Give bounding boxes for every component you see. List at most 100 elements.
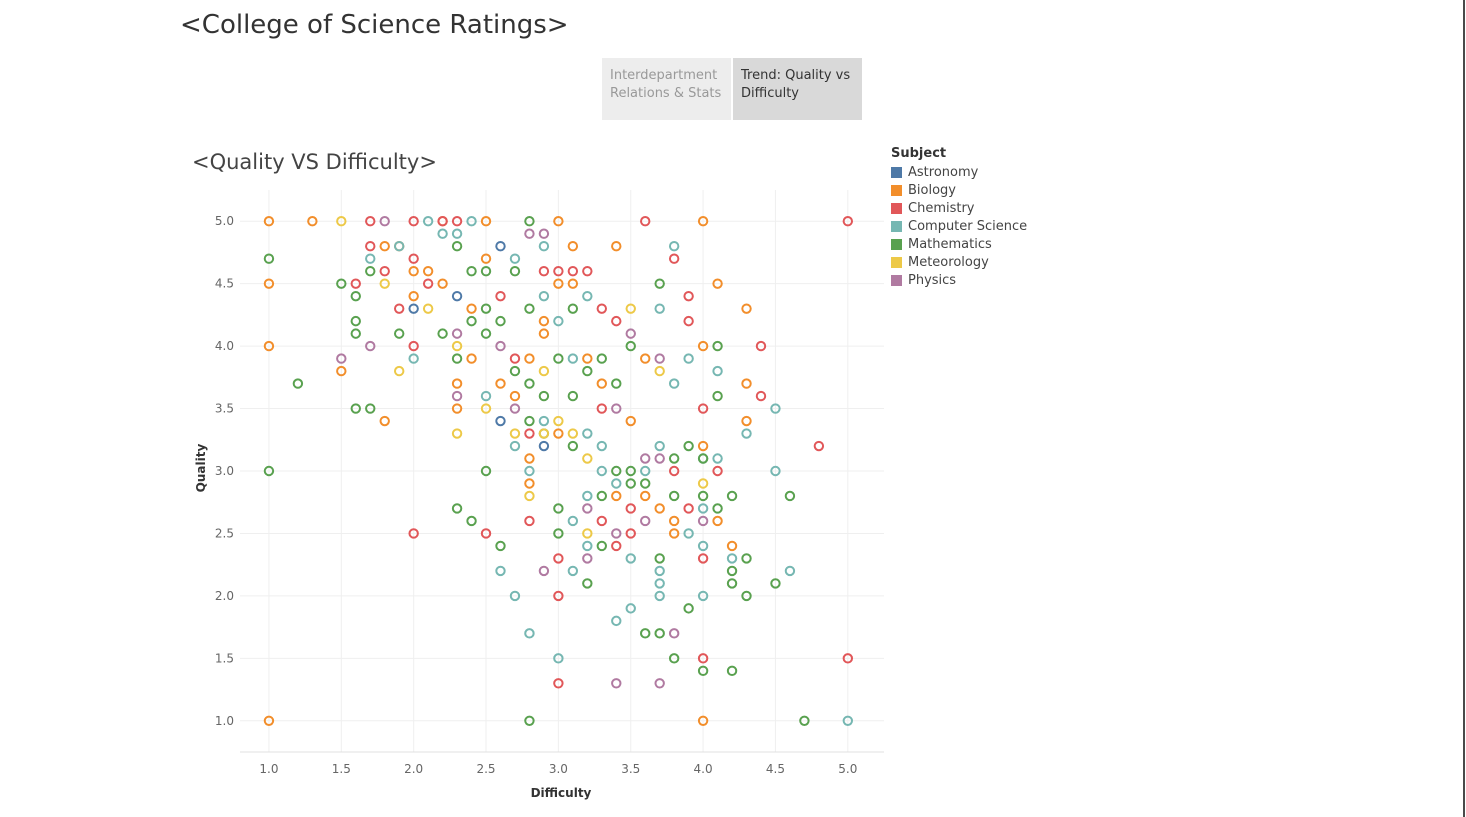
point-physics[interactable] xyxy=(611,528,622,539)
point-astronomy[interactable] xyxy=(495,241,506,252)
point-biology[interactable] xyxy=(741,378,752,389)
point-chemistry[interactable] xyxy=(365,241,376,252)
point-physics[interactable] xyxy=(654,678,665,689)
point-biology[interactable] xyxy=(408,290,419,302)
point-mathematics[interactable] xyxy=(741,553,752,564)
point-biology[interactable] xyxy=(741,303,752,314)
point-mathematics[interactable] xyxy=(668,653,680,664)
point-computer-science[interactable] xyxy=(466,216,477,227)
point-chemistry[interactable] xyxy=(596,515,607,527)
point-biology[interactable] xyxy=(263,340,275,352)
point-computer-science[interactable] xyxy=(842,715,854,726)
point-mathematics[interactable] xyxy=(350,290,361,302)
point-biology[interactable] xyxy=(263,278,275,289)
point-computer-science[interactable] xyxy=(524,628,535,639)
point-mathematics[interactable] xyxy=(799,715,810,726)
point-chemistry[interactable] xyxy=(379,265,390,277)
point-meteorology[interactable] xyxy=(538,365,550,377)
point-mathematics[interactable] xyxy=(553,503,564,514)
point-mathematics[interactable] xyxy=(437,328,448,339)
point-chemistry[interactable] xyxy=(553,678,564,689)
point-biology[interactable] xyxy=(408,265,419,277)
point-meteorology[interactable] xyxy=(451,340,463,352)
point-biology[interactable] xyxy=(509,390,521,402)
point-computer-science[interactable] xyxy=(712,365,723,377)
point-meteorology[interactable] xyxy=(582,528,593,539)
point-biology[interactable] xyxy=(495,378,506,389)
point-mathematics[interactable] xyxy=(726,565,738,577)
point-computer-science[interactable] xyxy=(784,565,796,577)
legend-item-chemistry[interactable]: Chemistry xyxy=(891,199,1027,217)
point-physics[interactable] xyxy=(524,228,535,239)
point-chemistry[interactable] xyxy=(611,315,622,327)
point-mathematics[interactable] xyxy=(784,490,796,502)
point-computer-science[interactable] xyxy=(553,315,564,327)
point-biology[interactable] xyxy=(553,216,564,227)
point-mathematics[interactable] xyxy=(567,390,579,402)
point-mathematics[interactable] xyxy=(726,665,738,677)
point-mathematics[interactable] xyxy=(480,303,492,314)
point-computer-science[interactable] xyxy=(625,553,636,564)
point-mathematics[interactable] xyxy=(683,440,694,452)
point-mathematics[interactable] xyxy=(611,465,622,477)
point-chemistry[interactable] xyxy=(553,553,564,564)
point-biology[interactable] xyxy=(697,715,709,726)
point-mathematics[interactable] xyxy=(524,303,535,314)
point-mathematics[interactable] xyxy=(480,265,492,277)
point-mathematics[interactable] xyxy=(292,378,304,389)
point-mathematics[interactable] xyxy=(596,540,607,552)
point-physics[interactable] xyxy=(451,390,463,402)
point-biology[interactable] xyxy=(524,353,535,364)
point-physics[interactable] xyxy=(668,628,680,639)
legend-item-computer-science[interactable]: Computer Science xyxy=(891,217,1027,235)
point-chemistry[interactable] xyxy=(365,216,376,227)
point-biology[interactable] xyxy=(582,353,593,364)
point-biology[interactable] xyxy=(524,478,535,489)
point-biology[interactable] xyxy=(654,503,665,514)
point-meteorology[interactable] xyxy=(422,303,434,314)
point-biology[interactable] xyxy=(668,528,680,539)
point-physics[interactable] xyxy=(697,515,709,527)
point-mathematics[interactable] xyxy=(625,478,636,489)
point-computer-science[interactable] xyxy=(611,615,622,627)
point-meteorology[interactable] xyxy=(451,428,463,439)
point-mathematics[interactable] xyxy=(726,578,738,589)
point-biology[interactable] xyxy=(668,515,680,527)
point-chemistry[interactable] xyxy=(567,265,579,277)
point-mathematics[interactable] xyxy=(654,278,665,289)
point-biology[interactable] xyxy=(712,278,723,289)
point-biology[interactable] xyxy=(379,415,390,427)
point-astronomy[interactable] xyxy=(538,440,550,452)
point-meteorology[interactable] xyxy=(336,216,347,227)
point-computer-science[interactable] xyxy=(393,241,405,252)
point-biology[interactable] xyxy=(640,353,651,364)
point-mathematics[interactable] xyxy=(726,490,738,502)
point-mathematics[interactable] xyxy=(350,328,361,339)
point-chemistry[interactable] xyxy=(393,303,405,314)
point-physics[interactable] xyxy=(654,453,665,464)
point-computer-science[interactable] xyxy=(712,453,723,464)
point-chemistry[interactable] xyxy=(625,503,636,514)
point-chemistry[interactable] xyxy=(480,528,492,539)
point-biology[interactable] xyxy=(263,216,275,227)
point-biology[interactable] xyxy=(697,216,709,227)
point-chemistry[interactable] xyxy=(408,340,419,352)
point-mathematics[interactable] xyxy=(524,715,535,726)
point-biology[interactable] xyxy=(480,216,492,227)
legend-item-mathematics[interactable]: Mathematics xyxy=(891,235,1027,253)
point-computer-science[interactable] xyxy=(683,528,694,539)
point-mathematics[interactable] xyxy=(451,503,463,514)
point-computer-science[interactable] xyxy=(654,565,665,577)
point-biology[interactable] xyxy=(726,540,738,552)
point-mathematics[interactable] xyxy=(553,353,564,364)
point-computer-science[interactable] xyxy=(408,353,419,364)
point-biology[interactable] xyxy=(480,253,492,264)
point-computer-science[interactable] xyxy=(625,603,636,614)
point-computer-science[interactable] xyxy=(654,590,665,602)
point-biology[interactable] xyxy=(553,278,564,289)
point-mathematics[interactable] xyxy=(538,390,550,402)
point-chemistry[interactable] xyxy=(350,278,361,289)
point-biology[interactable] xyxy=(741,415,752,427)
point-chemistry[interactable] xyxy=(582,265,593,277)
point-biology[interactable] xyxy=(596,378,607,389)
